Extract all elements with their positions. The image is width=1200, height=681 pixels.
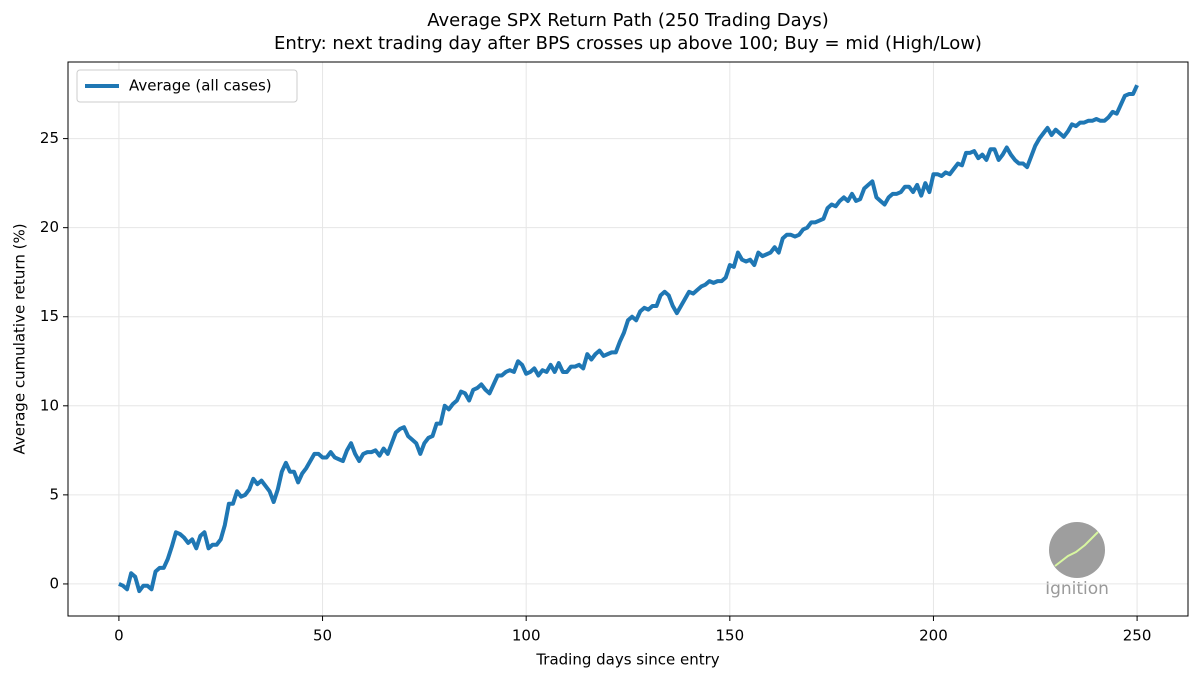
watermark: Ignition bbox=[1045, 579, 1109, 599]
y-tick-label: 10 bbox=[40, 396, 59, 414]
legend-label: Average (all cases) bbox=[129, 77, 272, 95]
x-tick-label: 100 bbox=[512, 627, 541, 645]
x-tick-label: 50 bbox=[313, 627, 332, 645]
chart-subtitle: Entry: next trading day after BPS crosse… bbox=[274, 33, 982, 54]
y-tick-label: 0 bbox=[49, 574, 59, 592]
plot-frame bbox=[67, 61, 1189, 617]
x-axis-label: Trading days since entry bbox=[535, 651, 719, 669]
legend: Average (all cases) bbox=[76, 69, 298, 103]
x-tick-label: 150 bbox=[715, 627, 744, 645]
x-tick-label: 0 bbox=[114, 627, 124, 645]
line-series bbox=[118, 84, 1139, 594]
x-tick-label: 250 bbox=[1123, 627, 1152, 645]
y-tick-label: 20 bbox=[40, 218, 59, 236]
watermark-logo bbox=[1049, 522, 1105, 578]
chart-title: Average SPX Return Path (250 Trading Day… bbox=[427, 10, 829, 31]
legend-frame bbox=[76, 69, 298, 103]
y-tick-label: 15 bbox=[40, 307, 59, 325]
y-axis-label: Average cumulative return (%) bbox=[11, 223, 29, 454]
x-tick-label: 200 bbox=[919, 627, 948, 645]
y-tick-label: 25 bbox=[40, 129, 59, 147]
y-tick-label: 5 bbox=[49, 485, 59, 503]
